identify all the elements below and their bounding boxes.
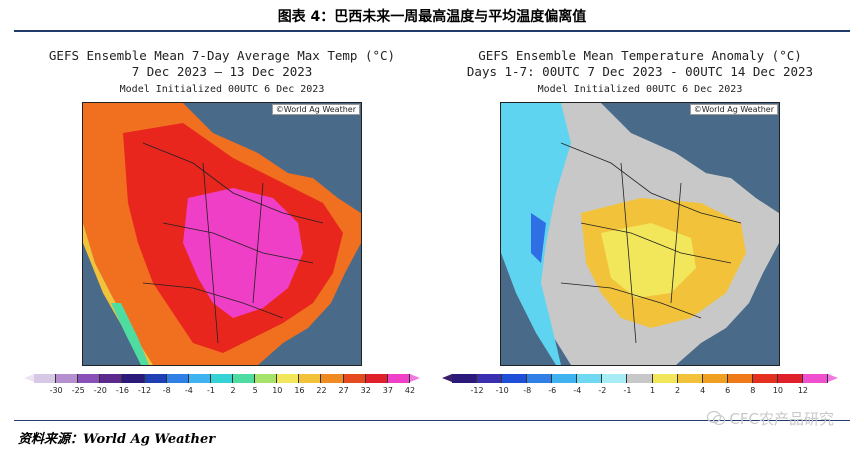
wechat-icon (707, 411, 726, 426)
max-temp-map: ©World Ag Weather (82, 102, 362, 366)
scale-bar (452, 374, 828, 383)
scale-tick-label: -4 (573, 386, 582, 395)
scale-tick-label: 5 (252, 386, 258, 395)
scale-swatch (627, 374, 653, 383)
scale-swatch (166, 374, 189, 383)
scale-tick-label: -12 (470, 386, 484, 395)
ocean-sw (501, 253, 556, 365)
scale-tick-label: 10 (772, 386, 783, 395)
scale-tick-label: 37 (382, 386, 393, 395)
scale-swatch (299, 374, 322, 383)
scale-tick-label: -10 (495, 386, 509, 395)
scale-tick-label: 16 (294, 386, 305, 395)
scale-tick-label: -16 (115, 386, 130, 395)
scale-tick-label: -12 (138, 386, 152, 395)
panel-model-init: Model Initialized 00UTC 6 Dec 2023 (119, 84, 325, 95)
scale-tick-label: 32 (360, 386, 371, 395)
panel-title: GEFS Ensemble Mean Temperature Anomaly (… (478, 48, 802, 63)
scale-swatch (365, 374, 388, 383)
scale-right-arrow (410, 374, 420, 382)
scale-tick-label: -1 (206, 386, 215, 395)
scale-swatch (387, 374, 410, 383)
figure-title: 图表 4：巴西未来一周最高温度与平均温度偏离值 (277, 9, 587, 25)
scale-swatch (477, 374, 503, 383)
scale-tick-label: 1 (649, 386, 656, 395)
panel-title: GEFS Ensemble Mean 7-Day Average Max Tem… (48, 48, 396, 63)
scale-tick-label: 10 (272, 386, 283, 395)
scale-right-arrow (828, 374, 838, 382)
temp-anomaly-color-scale: -12 -10 -8 -6 -4 -2 -1 1 2 4 6 8 10 12 (440, 372, 840, 400)
scale-swatch (502, 374, 528, 383)
warm-anomaly-core (601, 223, 696, 298)
scale-tick-label: 42 (404, 386, 416, 395)
scale-tick-label: 8 (750, 386, 756, 395)
scale-swatch (777, 374, 803, 383)
scale-swatch (34, 374, 57, 383)
scale-swatch (452, 374, 478, 383)
scale-left-arrow (24, 374, 34, 382)
cold-anomaly (531, 213, 546, 263)
watermark-text: CFC农产品研究 (729, 410, 834, 428)
source-note: 资料来源：World Ag Weather (18, 432, 216, 447)
scale-tick-label: 12 (797, 386, 809, 395)
scale-tick-label: 2 (230, 386, 236, 395)
max-temp-color-scale: -30 -25 -20 -16 -12 -8 -4 -1 2 5 10 16 22 27 32 37 42 (22, 372, 422, 400)
scale-tick-label: -4 (184, 386, 193, 395)
scale-tick-label: 6 (725, 386, 731, 395)
scale-tick-label: 4 (700, 386, 706, 395)
scale-swatch (56, 374, 79, 383)
scale-tick-label: -30 (49, 386, 63, 395)
scale-swatch (232, 374, 256, 383)
scale-swatch (677, 374, 703, 383)
temp-anomaly-map: ©World Ag Weather (500, 102, 780, 366)
scale-swatch (652, 374, 678, 383)
scale-swatch (727, 374, 753, 383)
scale-swatch (122, 374, 145, 383)
scale-swatch (210, 374, 233, 383)
scale-swatch (527, 374, 553, 383)
scale-swatch (552, 374, 578, 383)
scale-tick-label: -20 (93, 386, 107, 395)
max-temp-panel: GEFS Ensemble Mean 7-Day Average Max Tem… (22, 44, 422, 400)
scale-bar (34, 374, 410, 383)
scale-ticks: -12 -10 -8 -6 -4 -2 -1 1 2 4 6 8 10 12 (452, 386, 828, 398)
scale-swatch (78, 374, 101, 383)
scale-tick-label: 27 (338, 386, 349, 395)
panel-date-range: Days 1-7: 00UTC 7 Dec 2023 - 00UTC 14 De… (466, 64, 814, 79)
scale-swatch (343, 374, 366, 383)
andes-cold (111, 303, 149, 365)
scale-tick-label: -8 (162, 386, 171, 395)
scale-swatch (702, 374, 728, 383)
scale-tick-label: -2 (598, 386, 607, 395)
scale-swatch (752, 374, 778, 383)
ocean-ne (651, 103, 779, 213)
copyright-label: ©World Ag Weather (271, 104, 360, 115)
scale-swatch (255, 374, 278, 383)
scale-swatch (321, 374, 344, 383)
scale-tick-label: -8 (523, 386, 532, 395)
watermark: CFC农产品研究 (707, 408, 834, 429)
top-rule (14, 30, 850, 32)
scale-swatch (100, 374, 123, 383)
temp-anomaly-panel: GEFS Ensemble Mean Temperature Anomaly (… (440, 44, 840, 400)
scale-tick-label: -25 (71, 386, 85, 395)
scale-ticks: -30 -25 -20 -16 -12 -8 -4 -1 2 5 10 16 22 27 32 37 42 (34, 386, 416, 398)
scale-swatch (277, 374, 300, 383)
scale-swatch (602, 374, 628, 383)
scale-tick-label: -1 (623, 386, 632, 395)
panel-model-init: Model Initialized 00UTC 6 Dec 2023 (537, 84, 743, 95)
scale-swatch (188, 374, 211, 383)
scale-swatch (144, 374, 167, 383)
scale-left-arrow (442, 374, 452, 382)
scale-tick-label: 2 (675, 386, 681, 395)
bottom-rule (14, 420, 850, 421)
scale-swatch (802, 374, 828, 383)
copyright-label: ©World Ag Weather (689, 104, 778, 115)
panel-date-range: 7 Dec 2023 – 13 Dec 2023 (131, 64, 313, 79)
scale-tick-label: -6 (548, 386, 557, 395)
ocean-sw (83, 253, 138, 365)
scale-swatch (577, 374, 603, 383)
scale-tick-label: 22 (316, 386, 327, 395)
ocean-ne (233, 103, 361, 213)
